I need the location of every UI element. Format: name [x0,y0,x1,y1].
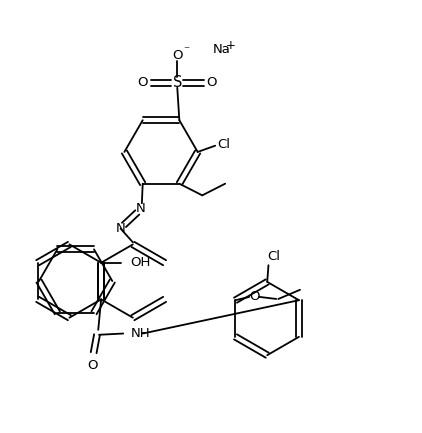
Text: O: O [207,76,217,89]
Text: O: O [138,76,148,89]
Text: O: O [88,359,98,372]
Text: O: O [249,291,260,304]
Text: ⁻: ⁻ [183,44,189,57]
Text: Cl: Cl [267,249,280,262]
Text: OH: OH [130,256,151,269]
Text: NH: NH [130,327,150,340]
Text: O: O [172,49,183,62]
Text: +: + [226,39,236,52]
Text: S: S [173,75,182,90]
Text: Cl: Cl [217,138,230,151]
Text: Na: Na [213,43,230,56]
Text: N: N [136,202,146,215]
Text: N: N [116,222,125,235]
